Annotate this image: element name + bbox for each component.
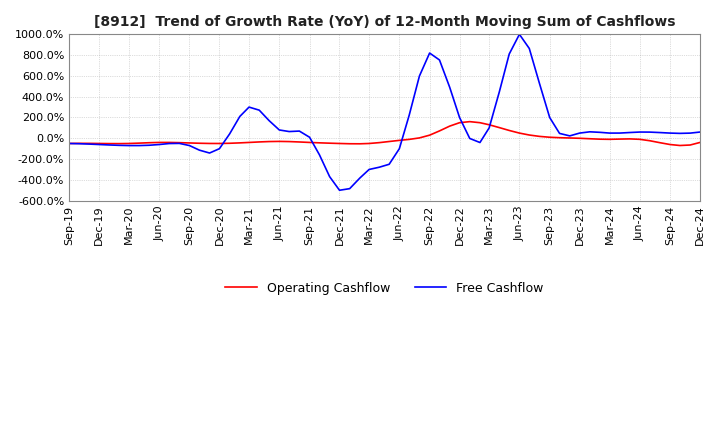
Legend: Operating Cashflow, Free Cashflow: Operating Cashflow, Free Cashflow — [220, 277, 549, 300]
Line: Free Cashflow: Free Cashflow — [69, 34, 700, 190]
Line: Operating Cashflow: Operating Cashflow — [69, 121, 700, 146]
Title: [8912]  Trend of Growth Rate (YoY) of 12-Month Moving Sum of Cashflows: [8912] Trend of Growth Rate (YoY) of 12-… — [94, 15, 675, 29]
